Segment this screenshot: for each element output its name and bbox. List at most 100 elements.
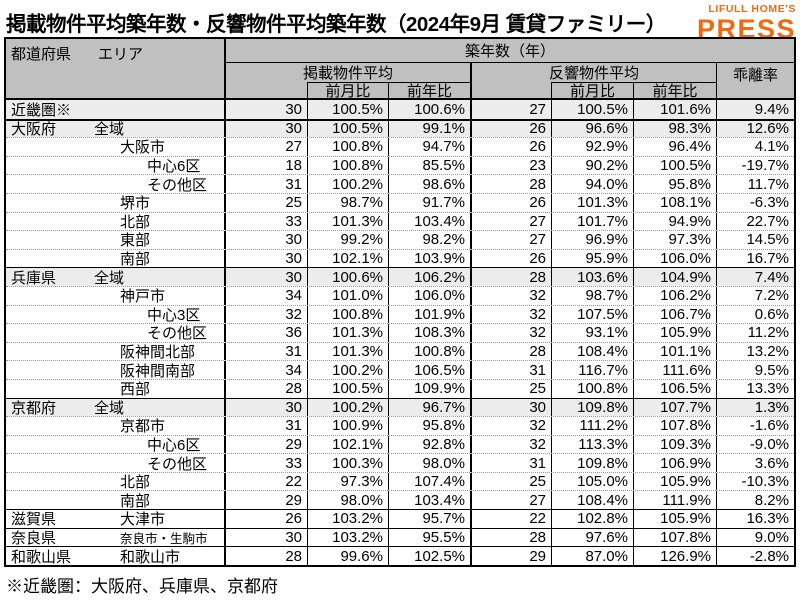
cell-gap-rate: -1.6% — [749, 417, 789, 435]
cell-inquiry-yoy: 109.3% — [634, 435, 717, 454]
header-listed-average: 掲載物件平均 — [226, 63, 472, 82]
cell-gap-rate: 9.0% — [754, 528, 789, 546]
prefecture-label: 和歌山県 — [11, 548, 72, 565]
cell-listed-age: 31 — [226, 342, 308, 361]
cell-listed-mom: 100.5% — [308, 120, 389, 138]
cell-listed-mom: 100.8% — [308, 138, 389, 156]
cell-inquiry-yoy: 95.8% — [634, 175, 717, 193]
cell-inquiry-yoy: 106.5% — [634, 379, 717, 398]
table-row: その他区 33 100.3% 98.0% 31 109.8% 106.9% 3.6% — [6, 453, 794, 472]
cell-gap-rate: 13.3% — [746, 380, 789, 398]
header-mom-listed: 前月比 — [308, 82, 389, 100]
cell-listed-mom: 103.2% — [308, 510, 389, 528]
cell-gap-rate: -2.8% — [749, 547, 789, 565]
cell-listed-mom: 100.3% — [308, 454, 389, 472]
area-label: 阪神間北部 — [120, 344, 196, 361]
cell-gap-rate: 4.1% — [754, 138, 789, 156]
cell-listed-yoy: 106.5% — [389, 361, 472, 379]
header-gap-rate: 乖離率 — [732, 67, 778, 84]
cell-inquiry-mom: 101.3% — [552, 193, 634, 212]
cell-listed-yoy: 108.3% — [389, 324, 472, 342]
cell-listed-yoy: 95.5% — [389, 528, 472, 547]
table-row: 京都市 31 100.9% 95.8% 32 111.2% 107.8% -1.6% — [6, 416, 794, 435]
cell-listed-yoy: 98.2% — [389, 231, 472, 249]
cell-listed-mom: 101.3% — [308, 342, 389, 361]
cell-gap-rate: 9.5% — [754, 361, 789, 379]
cell-inquiry-mom: 100.5% — [552, 100, 634, 119]
cell-listed-age: 30 — [226, 249, 308, 268]
table-row: 南部 29 98.0% 103.4% 27 108.4% 111.9% 8.2% — [6, 490, 794, 510]
cell-inquiry-mom: 107.5% — [552, 305, 634, 324]
cell-listed-mom: 100.6% — [308, 268, 389, 286]
table-row: その他区 36 101.3% 108.3% 32 93.1% 105.9% 11.2% — [6, 323, 794, 342]
area-label: 西部 — [120, 381, 151, 398]
area-label: 東部 — [120, 232, 151, 249]
cell-listed-mom: 100.8% — [308, 156, 389, 175]
area-label: 南部 — [120, 251, 151, 268]
cell-listed-yoy: 102.5% — [389, 547, 472, 565]
cell-inquiry-yoy: 101.1% — [634, 342, 717, 361]
cell-inquiry-age: 26 — [472, 138, 552, 156]
table-row: 大阪府 全域 30 100.5% 99.1% 26 96.6% 98.3% 12.6% — [6, 118, 794, 138]
cell-listed-age: 33 — [226, 454, 308, 472]
table-body: 近畿圏※ 30 100.5% 100.6% 27 100.5% 101.6% 9.4% 大阪府全… — [6, 100, 794, 565]
cell-inquiry-yoy: 105.9% — [634, 324, 717, 342]
cell-listed-age: 29 — [226, 491, 308, 510]
cell-inquiry-yoy: 108.1% — [634, 193, 717, 212]
cell-listed-yoy: 95.7% — [389, 510, 472, 528]
cell-gap-rate: 7.4% — [754, 268, 789, 286]
cell-listed-mom: 103.2% — [308, 528, 389, 547]
row-label-cell: 中心6区 — [6, 156, 226, 175]
cell-inquiry-yoy: 107.8% — [634, 528, 717, 547]
cell-listed-mom: 100.8% — [308, 305, 389, 324]
table-row: 北部 22 97.3% 107.4% 25 105.0% 105.9% -10.3% — [6, 471, 794, 491]
cell-gap-rate: 11.7% — [747, 175, 789, 193]
area-label: その他区 — [147, 455, 208, 472]
cell-listed-yoy: 103.4% — [389, 212, 472, 231]
table-row: 中心3区 32 100.8% 101.9% 32 107.5% 106.7% 0.6% — [6, 304, 794, 324]
row-label-cell: 北部 — [6, 212, 226, 231]
table-row: 近畿圏※ 30 100.5% 100.6% 27 100.5% 101.6% 9.4% — [6, 100, 794, 119]
cell-listed-mom: 99.6% — [308, 547, 389, 565]
table-row: 阪神間北部 31 101.3% 100.8% 28 108.4% 101.1% 13.2% — [6, 341, 794, 361]
cell-listed-age: 34 — [226, 286, 308, 305]
cell-inquiry-age: 32 — [472, 286, 552, 305]
row-label-cell: 阪神間北部 — [6, 342, 226, 361]
row-label-cell: 中心3区 — [6, 305, 226, 324]
area-label: 北部 — [120, 213, 151, 231]
cell-listed-yoy: 98.0% — [389, 454, 472, 472]
cell-listed-yoy: 96.7% — [389, 398, 472, 417]
cell-inquiry-yoy: 107.7% — [634, 398, 717, 417]
row-label-cell: 堺市 — [6, 193, 226, 212]
row-label-cell: 中心6区 — [6, 435, 226, 454]
cell-listed-age: 30 — [226, 398, 308, 417]
table-row: 中心6区 29 102.1% 92.8% 32 113.3% 109.3% -9.0% — [6, 434, 794, 454]
cell-listed-yoy: 106.0% — [389, 286, 472, 305]
area-label: 大阪市 — [120, 139, 166, 156]
cell-inquiry-yoy: 98.3% — [634, 120, 717, 138]
cell-listed-age: 22 — [226, 472, 308, 491]
cell-listed-mom: 100.2% — [308, 175, 389, 193]
header-blank-inquiry — [472, 82, 552, 98]
cell-inquiry-yoy: 94.9% — [634, 212, 717, 231]
cell-gap-rate: 1.3% — [754, 398, 789, 416]
area-label: 京都市 — [120, 418, 166, 435]
table-row: 奈良県 奈良市・生駒市 30 103.2% 95.5% 28 97.6% 107.8% 9.0% — [6, 527, 794, 547]
cell-inquiry-yoy: 126.9% — [634, 547, 717, 565]
cell-inquiry-mom: 101.7% — [552, 212, 634, 231]
cell-inquiry-mom: 92.9% — [552, 138, 634, 156]
row-label-cell: 神戸市 — [6, 286, 226, 305]
row-label-cell: 北部 — [6, 472, 226, 491]
cell-inquiry-age: 29 — [472, 547, 552, 565]
cell-inquiry-age: 28 — [472, 175, 552, 193]
area-label: その他区 — [147, 176, 208, 193]
cell-inquiry-mom: 90.2% — [552, 156, 634, 175]
area-label: 大津市 — [120, 511, 166, 528]
row-label-cell: 南部 — [6, 491, 226, 510]
cell-inquiry-age: 32 — [472, 417, 552, 435]
table-row: 京都府 全域 30 100.2% 96.7% 30 109.8% 107.7% 1.3% — [6, 397, 794, 417]
cell-inquiry-mom: 97.6% — [552, 528, 634, 547]
cell-inquiry-mom: 109.8% — [552, 398, 634, 417]
prefecture-label: 滋賀県 — [11, 511, 57, 528]
cell-inquiry-age: 22 — [472, 510, 552, 528]
